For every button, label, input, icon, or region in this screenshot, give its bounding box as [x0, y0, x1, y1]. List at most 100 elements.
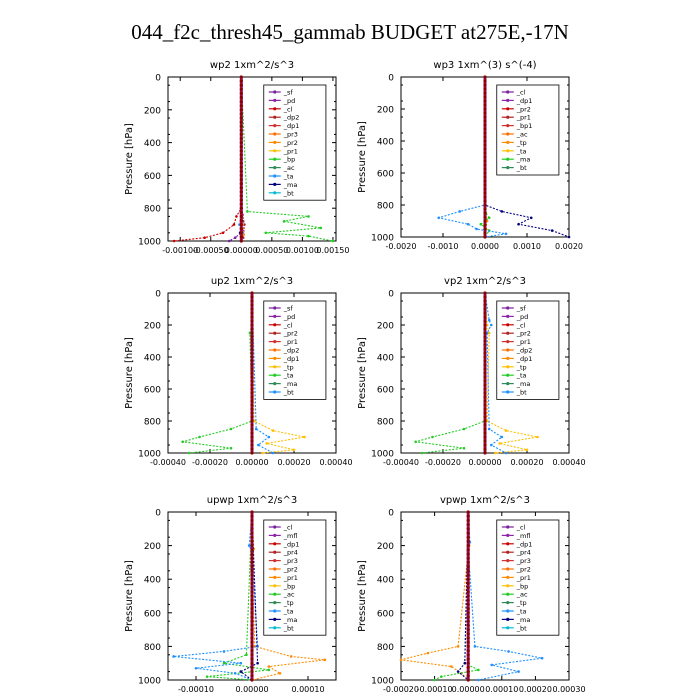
series-point	[246, 210, 249, 213]
legend-marker	[506, 382, 510, 386]
x-tick-label: 0.00000	[235, 685, 268, 694]
zero-profile-point	[483, 443, 487, 447]
y-tick-label: 600	[144, 609, 161, 619]
zero-profile-point	[250, 423, 254, 427]
zero-profile-point	[239, 202, 243, 206]
legend-entry: _bt	[516, 389, 527, 397]
legend-entry: _ma	[283, 380, 298, 388]
zero-profile-point	[239, 87, 243, 91]
legend-entry: _dp1	[516, 97, 533, 105]
legend-marker	[506, 584, 510, 588]
zero-profile-point	[466, 670, 470, 674]
zero-profile-point	[466, 510, 470, 514]
legend-entry: _pr2	[283, 330, 298, 338]
zero-profile-point	[483, 123, 487, 127]
zero-profile-point	[483, 435, 487, 439]
legend-marker	[273, 124, 277, 128]
zero-profile-point	[483, 75, 487, 79]
series-line-dp1	[415, 293, 486, 454]
zero-profile-point	[250, 535, 254, 539]
legend-marker	[506, 559, 510, 563]
legend-entry: _bt	[283, 189, 294, 197]
x-tick-label: -0.00040	[383, 458, 419, 467]
legend-entry: _pr2	[283, 566, 298, 574]
zero-profile-point	[483, 375, 487, 379]
x-tick-label: -0.0010	[428, 242, 459, 251]
zero-profile-point	[466, 598, 470, 602]
y-tick-label: 600	[377, 386, 394, 396]
zero-profile-point	[483, 411, 487, 415]
legend-marker	[273, 166, 277, 170]
panel-1: wp2 1xm^2/s^3 Pressure [hPa] 0 200 400 600 800…	[124, 60, 349, 255]
y-tick-label: 600	[377, 609, 394, 619]
legend-marker	[273, 550, 277, 554]
legend-marker	[273, 191, 277, 195]
legend-marker	[506, 373, 510, 377]
x-tick-label: 0.00000	[468, 458, 501, 467]
legend-marker	[506, 617, 510, 622]
series-point	[205, 675, 209, 678]
y-tick-label: 800	[377, 202, 394, 212]
legend-marker	[506, 140, 510, 144]
legend-marker	[273, 149, 277, 153]
zero-profile-point	[483, 399, 487, 403]
legend-entry: _bp	[283, 156, 296, 164]
legend-marker	[273, 626, 277, 630]
zero-profile-point	[483, 175, 487, 179]
zero-profile-point	[239, 173, 243, 177]
series-point	[517, 670, 520, 673]
zero-profile-point	[250, 339, 254, 343]
legend-entry: _ta	[516, 608, 527, 616]
legend-entry: _ma	[516, 616, 531, 624]
zero-profile-point	[250, 586, 254, 590]
legend-marker	[506, 331, 510, 335]
zero-profile-point	[239, 112, 243, 116]
y-tick-label: 200	[377, 106, 394, 116]
x-tick-label: 0.00010	[485, 685, 518, 694]
series-point	[494, 451, 497, 455]
legend-entry: _pr2	[516, 105, 531, 113]
zero-profile-point	[239, 223, 243, 227]
y-tick-label: 200	[144, 106, 161, 116]
zero-profile-point	[466, 573, 470, 577]
zero-profile-point	[239, 218, 243, 223]
zero-profile-point	[250, 531, 254, 535]
series-point	[239, 661, 243, 665]
series-point	[232, 223, 236, 226]
legend-entry: _bt	[283, 389, 294, 397]
zero-profile-point	[483, 227, 487, 231]
series-point	[487, 318, 491, 322]
series-point	[466, 222, 470, 226]
zero-profile-point	[250, 447, 254, 451]
series-point	[504, 232, 508, 236]
zero-profile-point	[239, 120, 243, 124]
zero-profile-point	[250, 602, 254, 607]
x-tick-label: 0.0010	[513, 242, 541, 251]
y-tick-label: 1000	[138, 238, 161, 248]
series-point	[257, 443, 260, 447]
x-tick-label: -0.00020	[192, 458, 228, 467]
series-point	[456, 645, 460, 648]
legend-marker	[506, 340, 510, 344]
zero-profile-point	[466, 623, 470, 628]
zero-profile-point	[239, 169, 243, 173]
series-point	[550, 229, 554, 232]
series-point	[504, 451, 508, 455]
zero-profile-point	[250, 347, 254, 351]
zero-profile-point	[483, 315, 487, 319]
zero-profile-point	[239, 104, 243, 108]
zero-profile-point	[483, 307, 487, 311]
zero-profile-point	[466, 657, 470, 661]
legend-marker	[506, 356, 510, 360]
series-point	[431, 435, 434, 439]
legend-entry: _ta	[516, 147, 527, 155]
zero-profile-point	[250, 544, 254, 548]
series-point	[307, 234, 310, 238]
legend-marker	[273, 340, 277, 344]
zero-profile-point	[483, 187, 487, 191]
zero-profile-point	[250, 355, 254, 359]
y-axis-label: Pressure [hPa]	[357, 560, 368, 632]
zero-profile-point	[250, 351, 254, 355]
series-point	[227, 239, 231, 243]
zero-profile-point	[483, 407, 487, 411]
